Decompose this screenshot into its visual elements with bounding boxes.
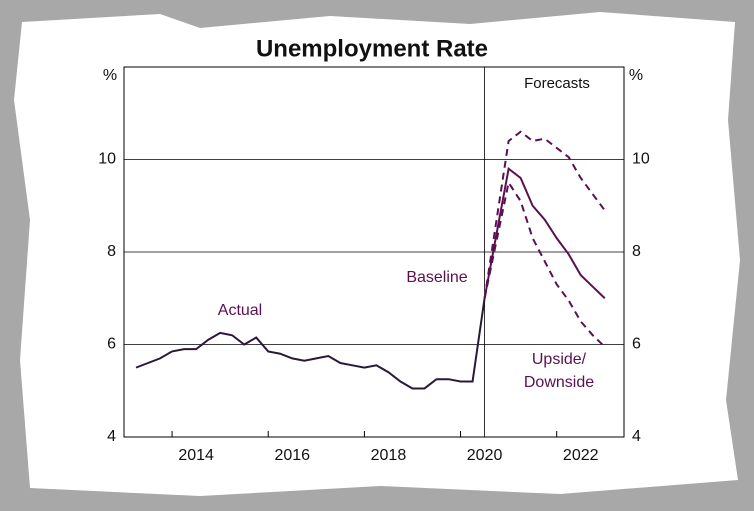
scenario-label: Downside	[524, 374, 594, 391]
x-tick-label: 2016	[274, 447, 310, 464]
series-line	[483, 180, 606, 348]
y2-tick-label: 10	[632, 151, 650, 168]
series-line	[483, 166, 606, 299]
y-tick-label: 4	[107, 428, 116, 445]
y2-tick-label: 6	[632, 336, 641, 353]
scenario-label: Upside/	[532, 351, 587, 368]
forecast-label: Forecasts	[524, 75, 590, 92]
y-tick-label: 10	[98, 151, 116, 168]
y2-unit: %	[629, 67, 643, 84]
series-line	[483, 130, 606, 299]
x-tick-label: 2022	[563, 447, 599, 464]
series-line	[135, 298, 486, 390]
y-unit: %	[103, 67, 117, 84]
y-tick-label: 6	[107, 336, 116, 353]
paper	[14, 12, 740, 496]
x-tick-label: 2018	[371, 447, 407, 464]
actual-label: Actual	[218, 302, 262, 319]
baseline-label: Baseline	[406, 269, 467, 286]
y2-tick-label: 4	[632, 428, 641, 445]
x-tick-label: 2020	[467, 447, 503, 464]
y2-tick-label: 8	[632, 243, 641, 260]
chart-title: Unemployment Rate	[256, 35, 488, 62]
y-tick-label: 8	[107, 243, 116, 260]
x-tick-label: 2014	[178, 447, 214, 464]
